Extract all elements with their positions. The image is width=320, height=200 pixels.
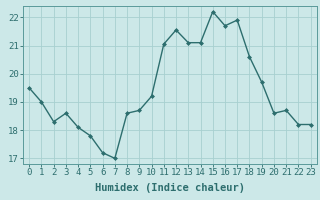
- X-axis label: Humidex (Indice chaleur): Humidex (Indice chaleur): [95, 183, 245, 193]
